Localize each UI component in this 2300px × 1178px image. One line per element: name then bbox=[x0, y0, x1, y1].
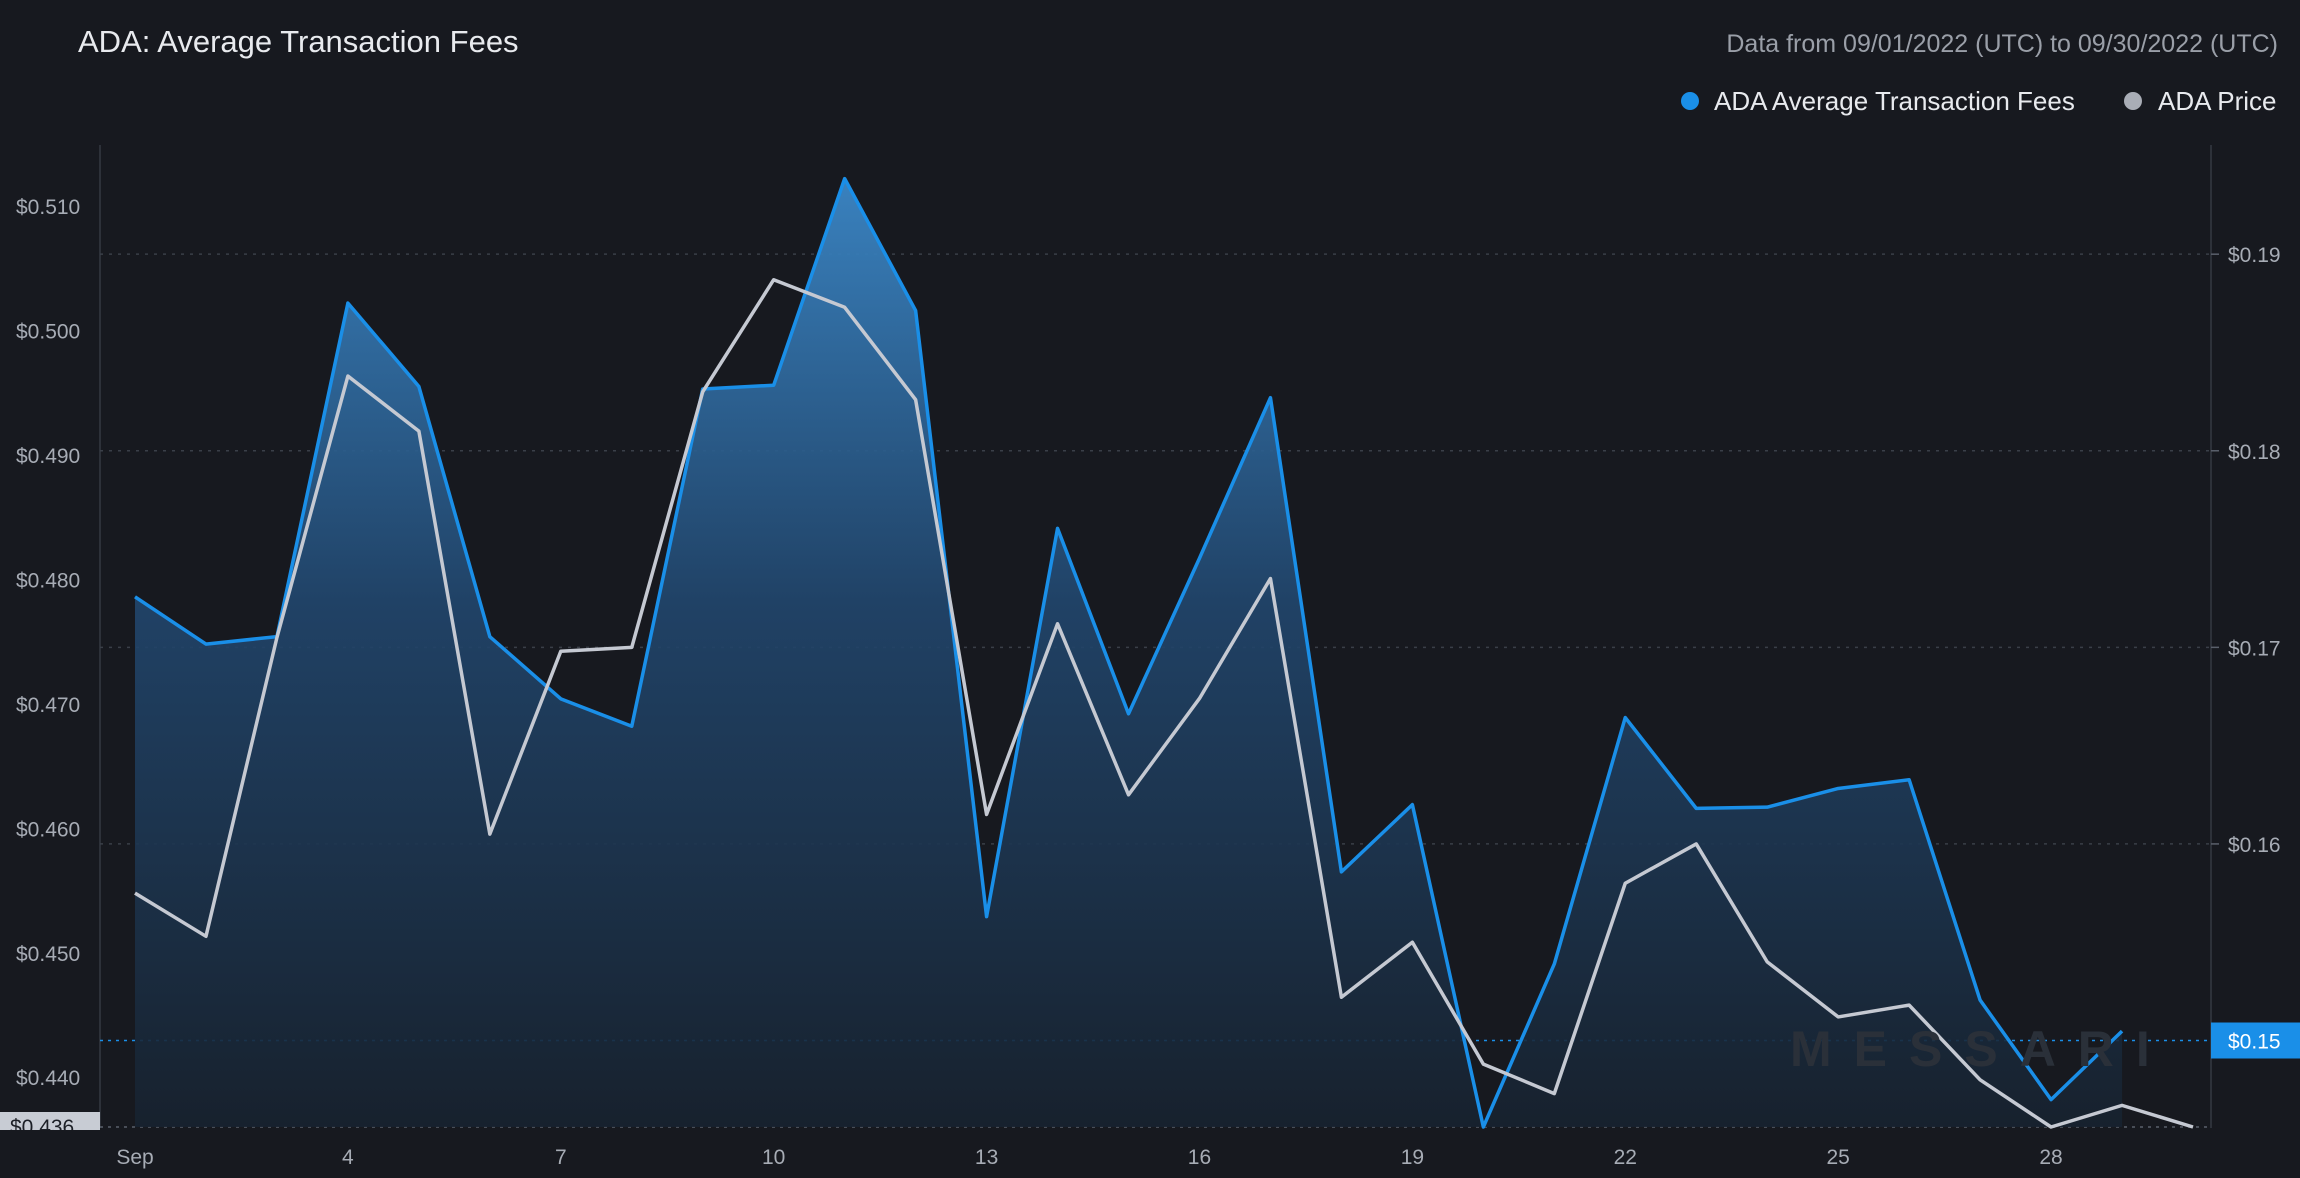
right-axis-tick-label: $0.17 bbox=[2228, 637, 2281, 660]
x-axis-tick-label: 28 bbox=[2039, 1146, 2062, 1169]
fees-area bbox=[135, 178, 2123, 1127]
left-axis-tick-label: $0.440 bbox=[16, 1067, 80, 1090]
chart-title: ADA: Average Transaction Fees bbox=[78, 24, 519, 59]
legend: ADA Average Transaction Fees ADA Price bbox=[1681, 86, 2277, 116]
left-axis-tick-label: $0.500 bbox=[16, 320, 80, 343]
left-axis-tick-label: $0.480 bbox=[16, 569, 80, 592]
legend-label-fees: ADA Average Transaction Fees bbox=[1714, 86, 2075, 116]
date-range-text: Data from 09/01/2022 (UTC) to 09/30/2022… bbox=[1726, 30, 2278, 58]
plot-area bbox=[134, 176, 2194, 1129]
right-axis-tick-label: $0.19 bbox=[2228, 244, 2281, 267]
price-series-line bbox=[134, 277, 2194, 1129]
left-axis-tick-label: $0.510 bbox=[16, 196, 80, 219]
left-axis-tick-label: $0.460 bbox=[16, 818, 80, 841]
x-axis-tick-label: 22 bbox=[1614, 1146, 1637, 1169]
right-current-value-badge bbox=[2211, 1022, 2300, 1059]
x-axis-tick-label: 7 bbox=[555, 1146, 567, 1169]
x-axis-tick-label: 13 bbox=[975, 1146, 998, 1169]
legend-item-price[interactable]: ADA Price bbox=[2124, 86, 2277, 116]
x-axis-tick-label: 19 bbox=[1401, 1146, 1424, 1169]
legend-label-price: ADA Price bbox=[2158, 86, 2277, 116]
legend-item-fees[interactable]: ADA Average Transaction Fees bbox=[1681, 86, 2075, 116]
right-axis-tick-label: $0.16 bbox=[2228, 834, 2281, 857]
right-axis-tick-label: $0.18 bbox=[2228, 441, 2281, 464]
x-axis-tick-label: Sep bbox=[116, 1146, 153, 1169]
legend-marker-fees bbox=[1681, 92, 1699, 110]
legend-marker-price bbox=[2124, 92, 2142, 110]
x-axis-tick-label: 25 bbox=[1826, 1146, 1849, 1169]
x-axis-band bbox=[0, 1130, 2300, 1178]
left-axis-tick-label: $0.490 bbox=[16, 445, 80, 468]
messari-watermark: MESSARI bbox=[1790, 1021, 2172, 1077]
x-axis-tick-label: 16 bbox=[1188, 1146, 1211, 1169]
left-axis-tick-label: $0.450 bbox=[16, 943, 80, 966]
right-current-value-label: $0.15 bbox=[2228, 1031, 2281, 1054]
axes: $0.440 $0.450 $0.460 $0.470 $0.480 $0.490 $0.5… bbox=[0, 196, 2300, 1178]
x-axis-tick-label: 4 bbox=[342, 1146, 354, 1169]
left-axis-tick-label: $0.470 bbox=[16, 694, 80, 717]
x-axis-tick-label: 10 bbox=[762, 1146, 785, 1169]
